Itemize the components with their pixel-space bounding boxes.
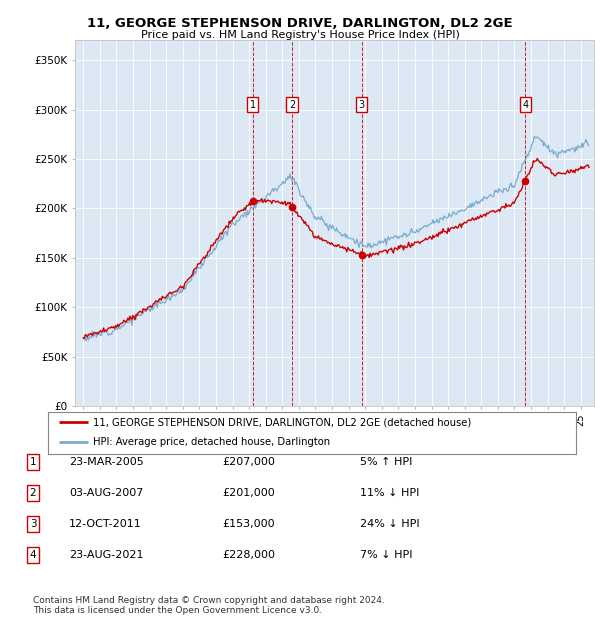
Text: Contains HM Land Registry data © Crown copyright and database right 2024.: Contains HM Land Registry data © Crown c… <box>33 596 385 604</box>
Text: 2: 2 <box>29 488 37 498</box>
Text: HPI: Average price, detached house, Darlington: HPI: Average price, detached house, Darl… <box>93 437 330 447</box>
Text: 2: 2 <box>289 100 295 110</box>
Text: 12-OCT-2011: 12-OCT-2011 <box>69 519 142 529</box>
Text: 3: 3 <box>29 519 37 529</box>
Text: £201,000: £201,000 <box>222 488 275 498</box>
Text: 1: 1 <box>250 100 256 110</box>
Text: £228,000: £228,000 <box>222 550 275 560</box>
Text: 11% ↓ HPI: 11% ↓ HPI <box>360 488 419 498</box>
Text: 11, GEORGE STEPHENSON DRIVE, DARLINGTON, DL2 2GE: 11, GEORGE STEPHENSON DRIVE, DARLINGTON,… <box>87 17 513 30</box>
Text: 24% ↓ HPI: 24% ↓ HPI <box>360 519 419 529</box>
Text: 3: 3 <box>358 100 365 110</box>
Text: 7% ↓ HPI: 7% ↓ HPI <box>360 550 413 560</box>
Text: 23-AUG-2021: 23-AUG-2021 <box>69 550 143 560</box>
Text: £207,000: £207,000 <box>222 457 275 467</box>
Text: £153,000: £153,000 <box>222 519 275 529</box>
Text: Price paid vs. HM Land Registry's House Price Index (HPI): Price paid vs. HM Land Registry's House … <box>140 30 460 40</box>
Text: This data is licensed under the Open Government Licence v3.0.: This data is licensed under the Open Gov… <box>33 606 322 614</box>
Text: 03-AUG-2007: 03-AUG-2007 <box>69 488 143 498</box>
Text: 5% ↑ HPI: 5% ↑ HPI <box>360 457 412 467</box>
Text: 4: 4 <box>522 100 528 110</box>
Text: 1: 1 <box>29 457 37 467</box>
Text: 23-MAR-2005: 23-MAR-2005 <box>69 457 144 467</box>
Text: 11, GEORGE STEPHENSON DRIVE, DARLINGTON, DL2 2GE (detached house): 11, GEORGE STEPHENSON DRIVE, DARLINGTON,… <box>93 417 471 427</box>
Text: 4: 4 <box>29 550 37 560</box>
